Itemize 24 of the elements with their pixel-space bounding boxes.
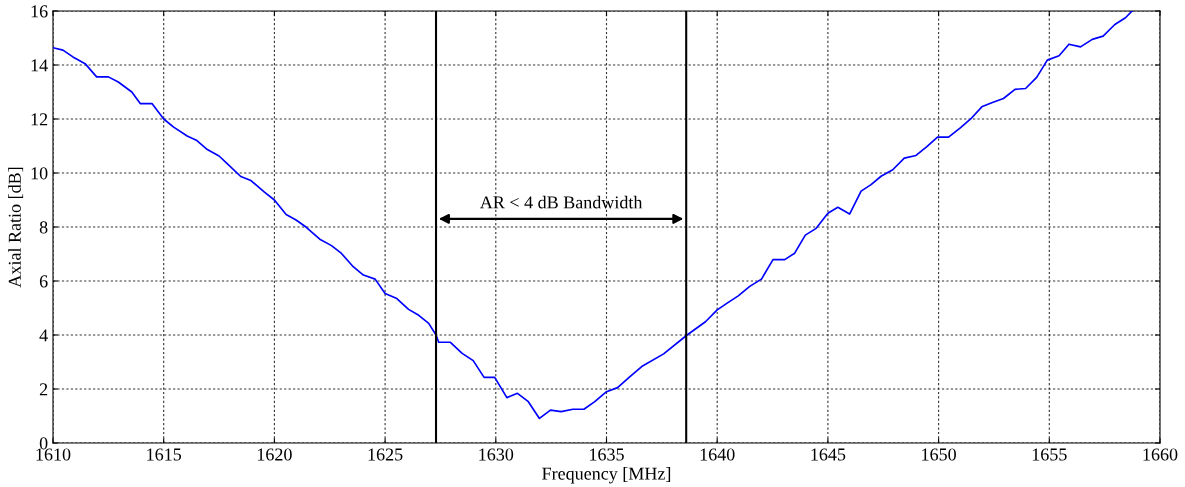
annotation: AR < 4 dB Bandwidth [479, 195, 643, 209]
y-tick-label: 16 [31, 5, 48, 18]
y-tick-label: 2 [39, 383, 48, 396]
x-axis-title: Frequency [MHz] [542, 467, 671, 484]
y-axis-title: Axial Ratio [dB] [8, 167, 24, 288]
y-tick-label: 12 [31, 113, 48, 126]
x-tick-label: 1615 [147, 448, 182, 461]
y-tick-label: 6 [39, 275, 48, 288]
x-tick-label: 1645 [811, 448, 846, 461]
x-tick-label: 1630 [479, 448, 514, 461]
x-tick-label: 1650 [922, 448, 956, 461]
y-tick-label: 4 [39, 329, 48, 342]
x-tick-label: 1610 [36, 448, 71, 461]
x-tick-label: 1625 [368, 448, 403, 461]
x-tick-label: 1640 [700, 448, 735, 461]
y-tick-label: 0 [39, 437, 48, 450]
x-tick-label: 1635 [590, 448, 624, 461]
x-tick-label: 1655 [1032, 448, 1067, 461]
line-series [53, 11, 1133, 420]
y-tick-label: 10 [31, 167, 48, 180]
y-tick-label: 8 [39, 221, 48, 234]
x-tick-label: 1660 [1143, 448, 1178, 461]
y-tick-label: 14 [31, 59, 48, 72]
x-tick-label: 1620 [257, 448, 292, 461]
